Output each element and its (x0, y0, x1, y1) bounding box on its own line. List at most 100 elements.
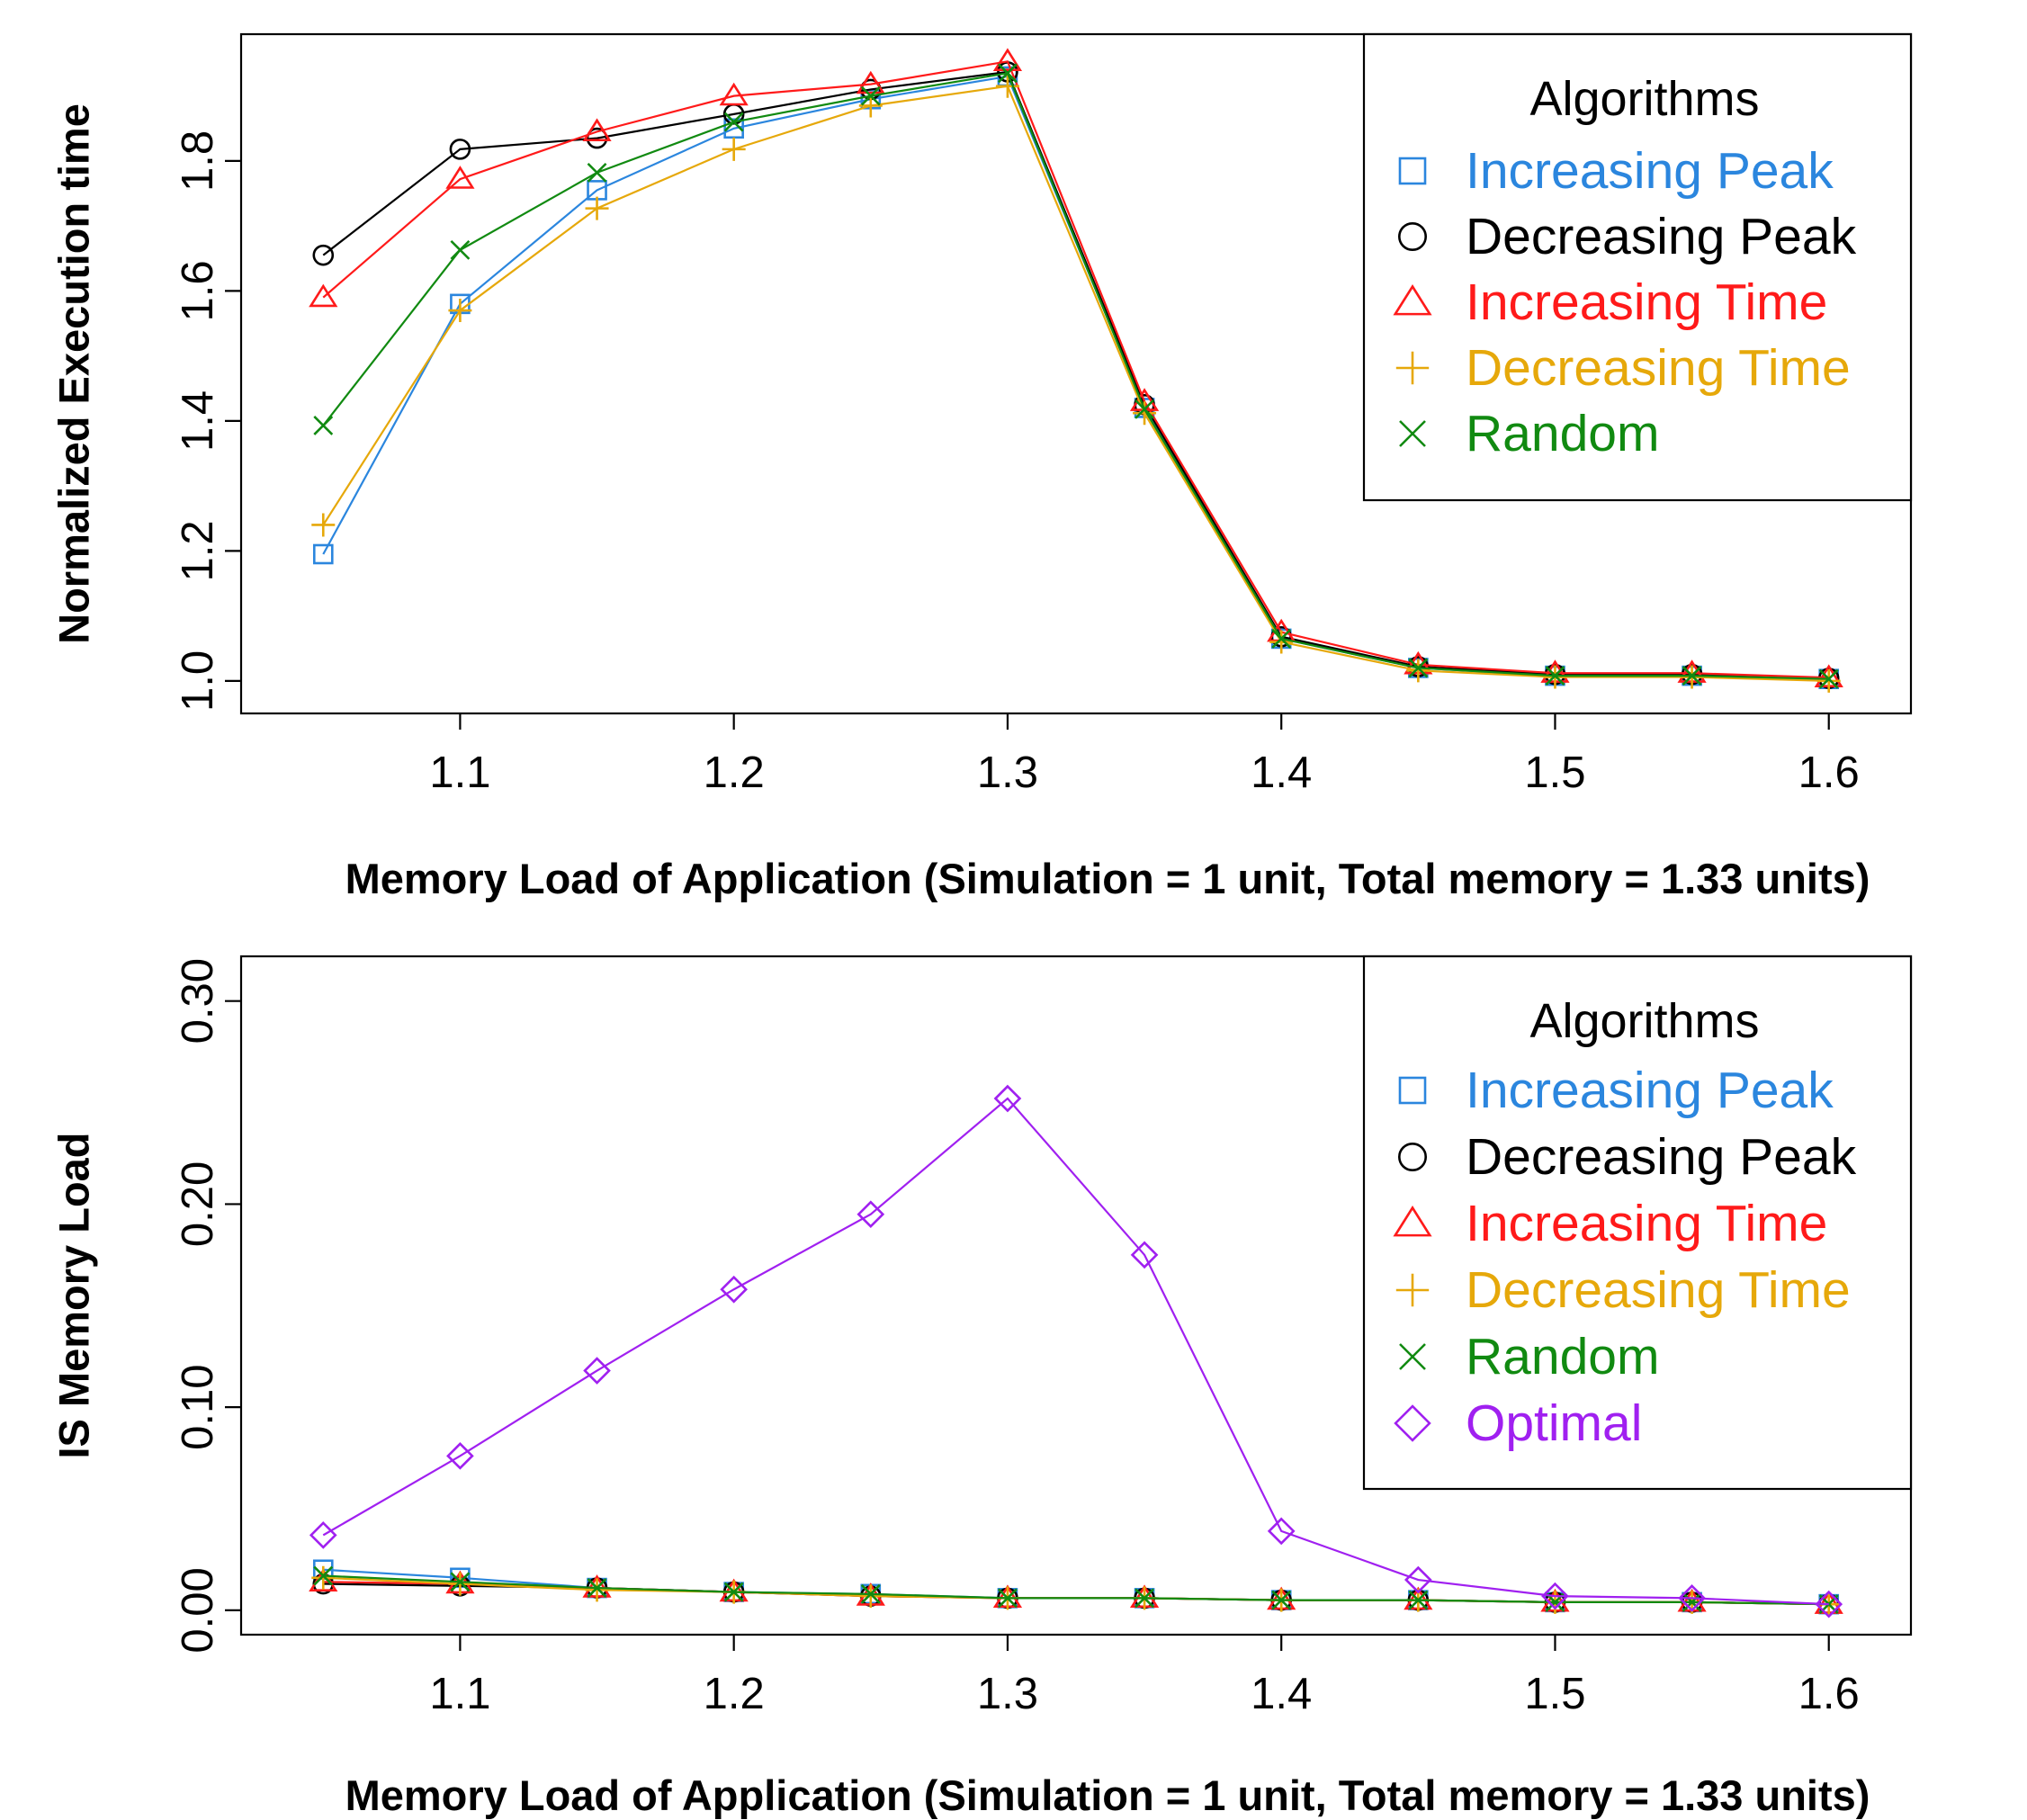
data-point (450, 239, 471, 260)
data-point (723, 1582, 744, 1602)
data-point (1682, 666, 1702, 686)
x-tick-label: 1.4 (1251, 1670, 1312, 1718)
data-point (313, 416, 334, 435)
y-tick-label: 0.10 (174, 1364, 222, 1449)
data-point (858, 1584, 883, 1609)
x-tick-label: 1.2 (704, 1670, 765, 1718)
data-point (1271, 1590, 1292, 1610)
legend-title: Algorithms (1529, 994, 1759, 1048)
legend-marker (1399, 1343, 1426, 1370)
data-point (1133, 401, 1157, 426)
data-point (446, 1442, 474, 1470)
series-line (322, 85, 1829, 682)
data-point (722, 137, 746, 161)
data-point (585, 1578, 609, 1602)
legend-marker (1393, 1206, 1432, 1237)
series-decreasing-time (311, 74, 1841, 693)
legend-entry: Decreasing Peak (1466, 1128, 1857, 1186)
x-tick-label: 1.5 (1524, 749, 1585, 797)
data-point (586, 127, 608, 149)
legend-box (1362, 955, 1913, 1491)
data-point (1682, 1591, 1702, 1612)
y-tick-label: 0.20 (174, 1161, 222, 1247)
x-tick-label: 1.3 (977, 1670, 1038, 1718)
y-axis-title: IS Memory Load (50, 1132, 98, 1458)
data-point (582, 118, 612, 142)
data-point (312, 244, 335, 266)
x-tick-label: 1.3 (977, 749, 1038, 797)
data-point (1404, 1565, 1432, 1594)
y-tick-label: 1.8 (174, 130, 222, 192)
legend-title: Algorithms (1529, 72, 1759, 126)
data-point (1545, 666, 1565, 686)
legend-entry: Random (1466, 1328, 1659, 1385)
legend-entry: Increasing Time (1466, 1195, 1827, 1252)
series-decreasing-time (311, 1565, 1841, 1617)
data-point (857, 1200, 885, 1229)
data-point (1271, 628, 1292, 649)
data-point (1816, 668, 1841, 693)
x-axis-title: Memory Load of Application (Simulation =… (345, 855, 1870, 902)
data-point (1135, 1588, 1154, 1609)
y-axis-title: Normalized Execution time (50, 103, 98, 644)
legend: Algorithms Increasing Peak Decreasing Peak… (1362, 32, 1913, 502)
data-point (998, 63, 1018, 84)
legend-entry: Random (1466, 405, 1659, 462)
y-tick-label: 1.6 (174, 260, 222, 321)
legend-entry: Decreasing Time (1466, 1261, 1851, 1319)
data-point (720, 1275, 749, 1304)
data-point (312, 543, 334, 565)
data-point (445, 166, 475, 189)
x-tick-label: 1.1 (429, 1670, 490, 1718)
data-point (993, 1084, 1022, 1113)
legend-marker (1395, 351, 1430, 385)
data-point (719, 82, 749, 106)
series-line (323, 1574, 1829, 1606)
data-point (1269, 630, 1294, 654)
legend-marker (1399, 420, 1426, 447)
data-point (585, 196, 609, 220)
data-point (723, 112, 744, 132)
data-point (1815, 1590, 1843, 1618)
legend-entry: Increasing Peak (1466, 142, 1834, 200)
series-random (313, 1565, 1839, 1615)
data-point (1678, 1584, 1706, 1612)
data-point (1408, 1590, 1429, 1610)
series-line (323, 1576, 1829, 1606)
y-tick-label: 0.00 (174, 1567, 222, 1653)
legend-marker (1398, 1076, 1427, 1105)
data-point (583, 1357, 611, 1385)
legend-box (1362, 32, 1913, 502)
legend-marker (1395, 1273, 1430, 1307)
data-point (723, 118, 744, 139)
y-tick-label: 0.30 (174, 958, 222, 1044)
legend-marker (1398, 222, 1428, 252)
x-tick-label: 1.6 (1798, 1670, 1860, 1718)
data-point (1130, 1241, 1159, 1269)
x-tick-label: 1.2 (704, 749, 765, 797)
series-increasing-time (309, 1568, 1843, 1614)
x-tick-label: 1.4 (1251, 749, 1312, 797)
x-tick-label: 1.6 (1798, 749, 1860, 797)
y-tick-label: 1.0 (174, 650, 222, 712)
data-point (448, 299, 472, 323)
legend-entry: Decreasing Peak (1466, 208, 1857, 265)
y-tick-label: 1.4 (174, 390, 222, 452)
series-line (322, 72, 1829, 680)
series-random (313, 63, 1839, 689)
series-line (322, 1097, 1829, 1606)
data-point (998, 1588, 1018, 1609)
data-point (587, 1578, 607, 1598)
series-line (322, 60, 1829, 679)
data-point (450, 1572, 471, 1592)
data-point (1406, 659, 1431, 683)
chart-panel-1: 1.1 1.2 1.3 1.4 1.5 1.6 1.0 1.2 1.4 1.6 1.8 Memory … (50, 32, 1913, 902)
data-point (856, 70, 885, 94)
data-point (995, 74, 1019, 98)
legend-marker (1394, 1404, 1431, 1442)
data-point (860, 1583, 881, 1604)
legend: Algorithms Increasing Peak Decreasing Peak… (1362, 955, 1913, 1491)
data-point (311, 513, 336, 537)
data-point (448, 1572, 472, 1596)
